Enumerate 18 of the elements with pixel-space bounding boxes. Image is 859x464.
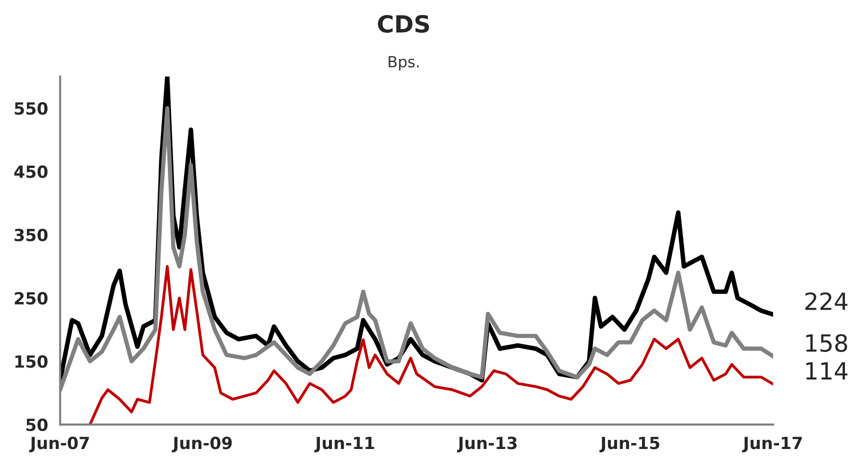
y-tick-label: 50: [26, 418, 48, 432]
x-tick-label: Jun-17: [742, 436, 802, 452]
x-tick-label: Jun-15: [599, 436, 660, 452]
x-tick-label: Jun-09: [172, 436, 232, 452]
x-tick-label: Jun-07: [29, 436, 89, 452]
y-tick-label: 250: [14, 292, 48, 305]
y-tick-label: 150: [15, 355, 48, 368]
chart-subtitle: Bps.: [388, 56, 419, 70]
y-tick-label: 550: [14, 102, 48, 115]
y-tick-label: 350: [14, 228, 48, 242]
line-series: [88, 264, 774, 425]
annotation: 158: [806, 334, 848, 352]
x-tick-label: Jun-13: [456, 436, 517, 452]
annotation: 114: [806, 362, 848, 380]
y-tick-label: 450: [14, 165, 48, 178]
chart-title: CDS: [378, 14, 429, 33]
annotation: 224: [805, 292, 848, 310]
x-tick-label: Jun-11: [314, 436, 374, 452]
